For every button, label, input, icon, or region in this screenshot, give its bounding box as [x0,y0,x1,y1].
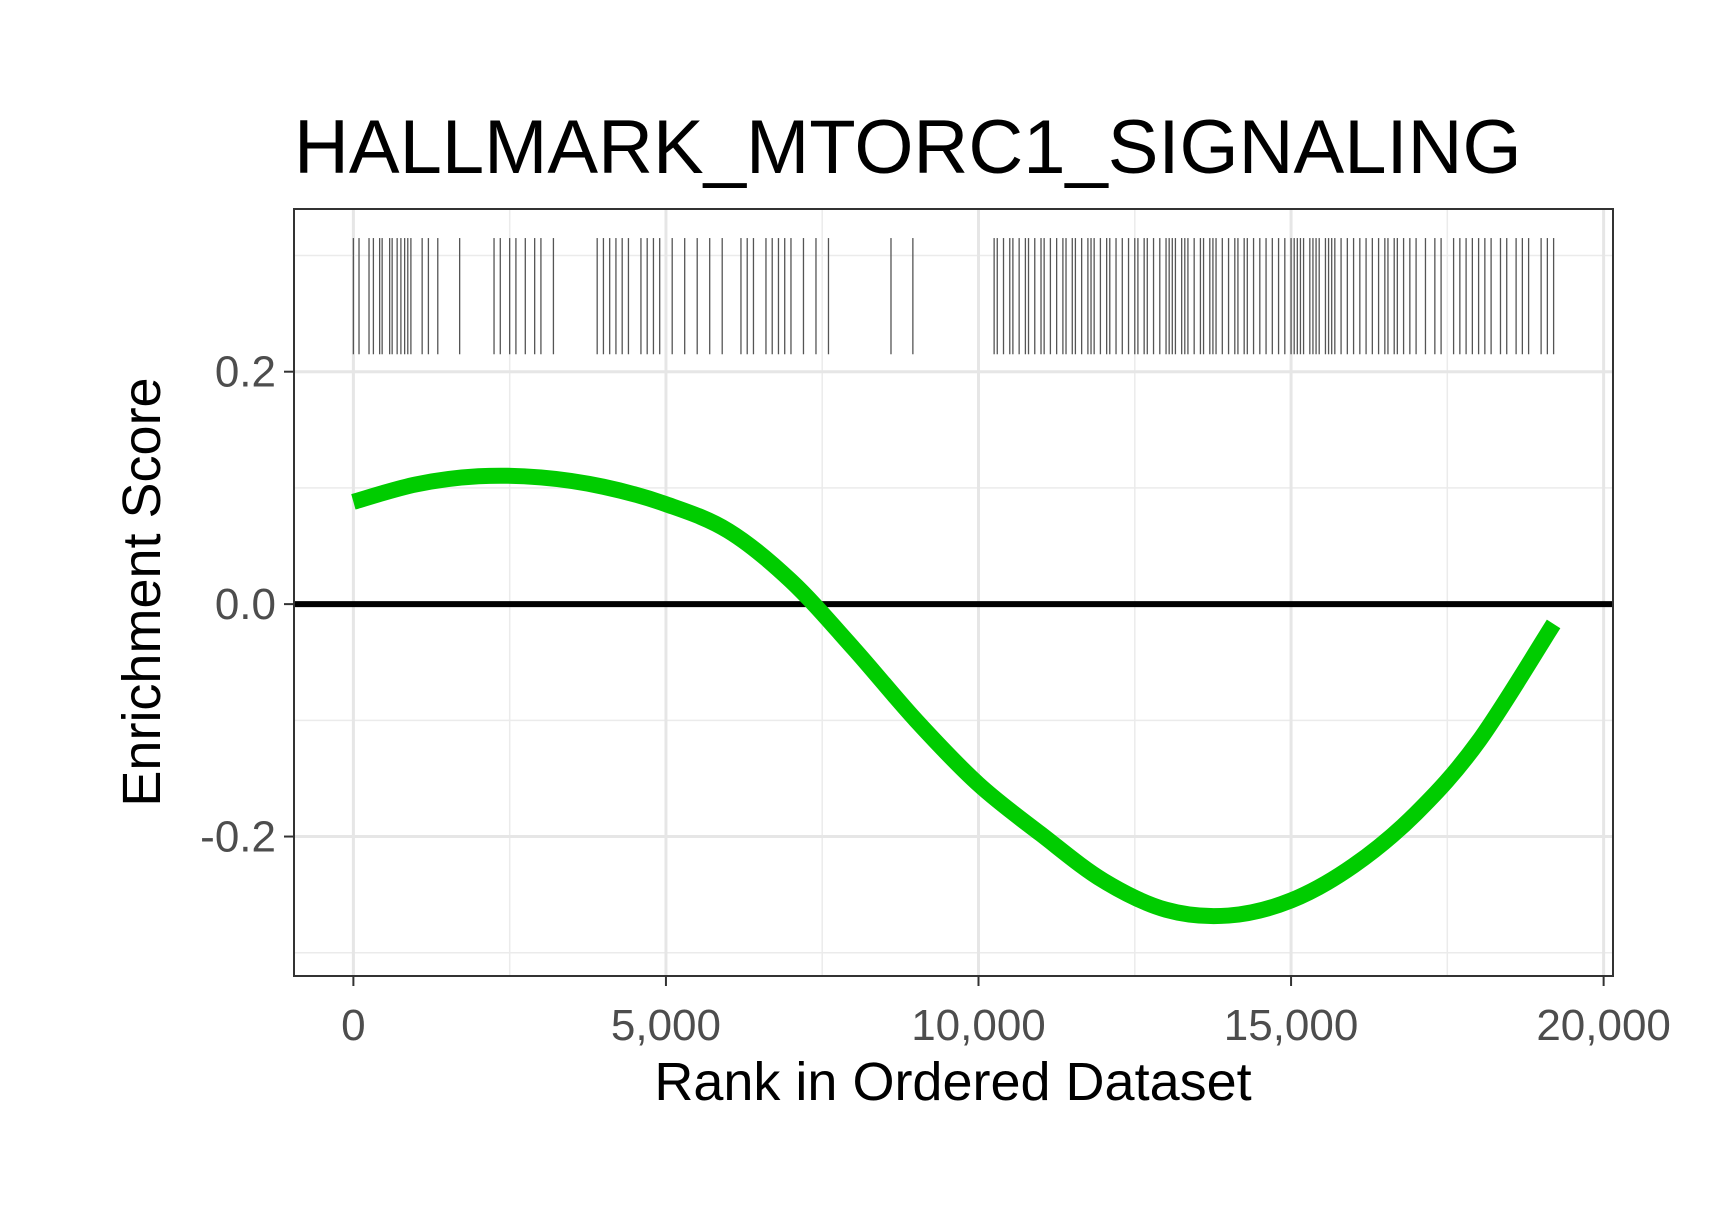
x-tick-label: 5,000 [611,1001,721,1050]
y-axis-label: Enrichment Score [112,377,172,806]
series-layer [351,467,1561,925]
x-axis-label: Rank in Ordered Dataset [654,1052,1251,1112]
x-tick-label: 10,000 [911,1001,1046,1050]
x-tick-label: 0 [341,1001,365,1050]
x-axis: 0 5,000 10,000 15,000 20,000 [341,976,1671,1050]
y-tick-label: -0.2 [200,813,276,862]
chart-title: HALLMARK_MTORC1_SIGNALING [294,105,1522,190]
x-tick-label: 15,000 [1224,1001,1359,1050]
gene-hit-rug [352,238,1555,355]
y-axis: -0.2 0.0 0.2 [200,348,294,862]
y-tick-label: 0.2 [215,348,276,397]
enrichment-score-line [351,467,1561,925]
plot-border [293,208,1614,977]
y-tick-label: 0.0 [215,580,276,629]
plot-panel [294,209,1613,976]
x-tick-label: 20,000 [1536,1001,1671,1050]
